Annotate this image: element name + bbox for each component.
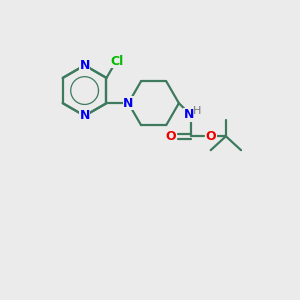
Text: N: N bbox=[184, 108, 194, 121]
Text: N: N bbox=[123, 97, 134, 110]
Text: N: N bbox=[80, 109, 90, 122]
Text: O: O bbox=[166, 130, 176, 143]
Text: N: N bbox=[80, 59, 90, 72]
Text: Cl: Cl bbox=[110, 55, 123, 68]
Text: H: H bbox=[193, 106, 201, 116]
Text: O: O bbox=[205, 130, 216, 143]
